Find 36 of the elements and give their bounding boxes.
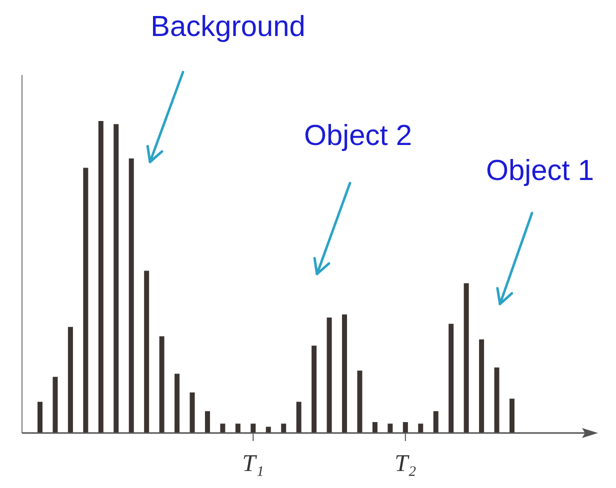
bar — [312, 346, 317, 433]
bar — [250, 424, 256, 433]
bar — [418, 424, 424, 433]
bar — [342, 314, 348, 433]
bar — [296, 402, 302, 433]
bar — [448, 324, 454, 433]
bar — [128, 158, 134, 433]
bar — [52, 376, 58, 433]
x-tick-label: T₁ — [242, 451, 264, 477]
bar — [388, 424, 393, 433]
bar — [494, 367, 500, 433]
bar — [510, 398, 514, 433]
bar — [204, 411, 210, 433]
bar — [68, 326, 73, 433]
bar — [372, 422, 378, 433]
bar — [235, 424, 240, 433]
bar — [220, 424, 226, 433]
annotation: Object 1 — [486, 155, 594, 187]
text: Background — [150, 11, 306, 43]
annotation: Object 2 — [304, 120, 412, 152]
bar — [479, 339, 484, 433]
bar — [326, 318, 332, 433]
bar — [464, 283, 469, 433]
bar — [114, 124, 119, 433]
bar — [433, 411, 438, 433]
bar — [402, 422, 408, 433]
bar — [38, 402, 42, 433]
bar — [159, 336, 164, 433]
bar — [98, 121, 104, 433]
bar — [83, 168, 88, 433]
x-tick-label: T₂ — [394, 451, 416, 477]
bar — [281, 424, 286, 433]
bar — [357, 370, 362, 433]
bar — [144, 270, 150, 433]
bar — [174, 374, 180, 433]
bar — [190, 392, 195, 433]
